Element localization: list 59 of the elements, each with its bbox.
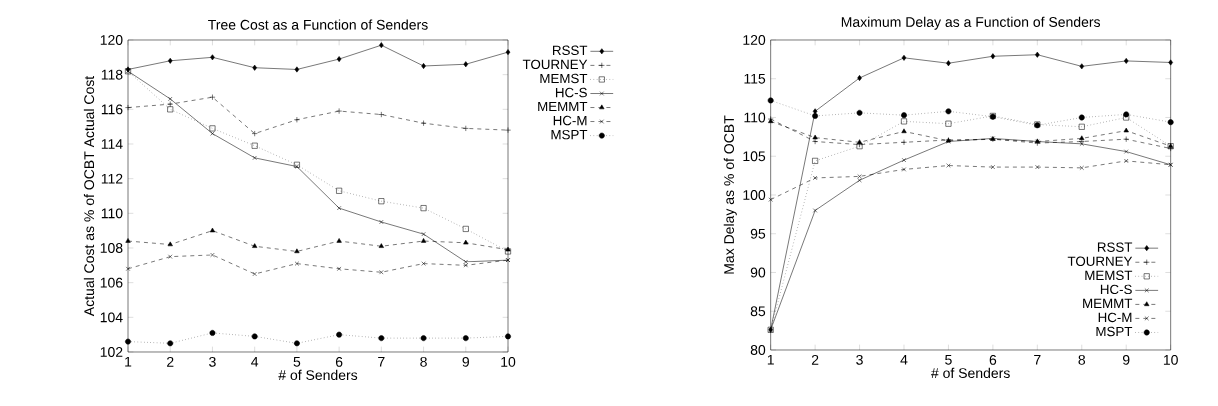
x-tick-label: 8: [1078, 354, 1086, 365]
legend-label: TOURNEY: [522, 59, 588, 70]
x-tick-label: 3: [209, 356, 216, 367]
x-tick-label: 7: [1034, 354, 1041, 365]
legend-label: MEMST: [540, 73, 588, 84]
legend-label: RSST: [553, 45, 588, 56]
y-tick-label: 108: [100, 243, 123, 253]
legend-label: MSPT: [1096, 326, 1133, 337]
legend-label: HC-S: [1100, 284, 1132, 295]
x-tick-label: 8: [420, 356, 427, 367]
y-axis-title: Actual Cost as % of OCBT Actual Cost: [83, 75, 95, 317]
x-tick-label: 2: [167, 356, 174, 367]
y-tick-label: 110: [744, 112, 766, 123]
legend-label: MEMMT: [1083, 298, 1133, 308]
y-tick-label: 100: [743, 190, 766, 200]
legend-label: TOURNEY: [1067, 256, 1133, 266]
x-tick-label: 1: [125, 356, 132, 367]
x-tick-label: 6: [335, 356, 343, 367]
x-axis-title: # of Senders: [278, 369, 358, 381]
x-tick-label: 5: [293, 356, 301, 367]
chart-title: Maximum Delay as a Function of Senders: [841, 16, 1101, 30]
x-axis-title: # of Senders: [931, 367, 1010, 379]
y-tick-label: 116: [101, 104, 123, 115]
y-axis-title: Max Delay as % of OCBT: [723, 115, 737, 274]
y-tick-label: 115: [744, 73, 766, 84]
x-tick-label: 6: [989, 354, 997, 365]
y-tick-label: 95: [750, 228, 766, 239]
x-tick-label: 9: [462, 356, 469, 367]
y-tick-label: 85: [750, 306, 766, 317]
y-tick-label: 104: [100, 312, 123, 323]
x-tick-label: 2: [811, 354, 819, 365]
y-tick-label: 105: [743, 151, 766, 162]
y-tick-label: 112: [101, 173, 123, 184]
x-tick-label: 4: [251, 356, 259, 367]
legend-label: MSPT: [551, 129, 588, 140]
y-tick-label: 110: [101, 208, 123, 219]
x-tick-label: 7: [378, 356, 385, 367]
legend-label: RSST: [1097, 242, 1133, 252]
y-tick-label: 80: [750, 345, 766, 355]
legend-label: MEMMT: [538, 101, 588, 112]
y-tick-label: 120: [100, 35, 123, 45]
x-tick-label: 10: [1163, 354, 1178, 365]
y-tick-label: 106: [100, 277, 123, 288]
y-tick-label: 120: [743, 35, 766, 45]
x-tick-label: 9: [1122, 354, 1130, 365]
x-tick-label: 3: [856, 354, 863, 365]
chart-title: Tree Cost as a Function of Senders: [208, 19, 428, 30]
y-tick-label: 90: [750, 267, 766, 278]
legend-label: HC-M: [553, 115, 587, 126]
x-tick-label: 10: [501, 356, 516, 367]
x-tick-label: 5: [945, 354, 952, 365]
y-tick-label: 114: [101, 139, 123, 149]
legend-label: HC-M: [1098, 312, 1132, 323]
y-tick-label: 118: [101, 69, 123, 80]
y-tick-label: 102: [100, 347, 123, 357]
x-tick-label: 4: [900, 354, 908, 365]
legend-label: MEMST: [1085, 270, 1133, 281]
x-tick-label: 1: [767, 354, 774, 365]
legend-label: HC-S: [555, 87, 587, 98]
